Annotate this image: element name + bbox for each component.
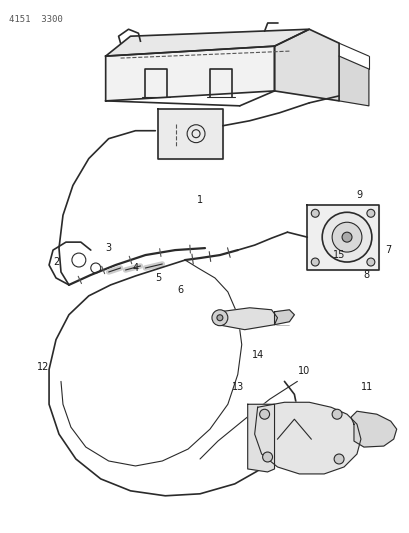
Text: 4151  3300: 4151 3300 (9, 15, 63, 25)
Circle shape (310, 209, 319, 217)
Polygon shape (254, 402, 360, 474)
Circle shape (211, 310, 227, 326)
Polygon shape (158, 109, 222, 158)
Circle shape (333, 454, 343, 464)
Polygon shape (338, 56, 368, 106)
Circle shape (366, 258, 374, 266)
Polygon shape (106, 46, 274, 101)
Text: 7: 7 (385, 245, 391, 255)
Text: 14: 14 (251, 350, 263, 360)
Text: 9: 9 (355, 190, 361, 200)
Polygon shape (350, 411, 396, 447)
Text: 3: 3 (106, 243, 111, 253)
Circle shape (216, 315, 222, 321)
Polygon shape (274, 310, 294, 325)
Polygon shape (307, 205, 378, 270)
Polygon shape (274, 29, 338, 101)
Text: 11: 11 (360, 382, 372, 392)
Circle shape (262, 452, 272, 462)
Text: 2: 2 (53, 257, 59, 267)
Text: 1: 1 (196, 196, 202, 205)
Polygon shape (214, 308, 277, 330)
Text: 12: 12 (37, 362, 49, 373)
Circle shape (259, 409, 269, 419)
Circle shape (331, 409, 341, 419)
Text: 4: 4 (132, 263, 138, 273)
Text: 6: 6 (177, 285, 183, 295)
Text: 15: 15 (332, 250, 344, 260)
Polygon shape (247, 404, 274, 472)
Text: 10: 10 (297, 367, 310, 376)
Circle shape (331, 222, 361, 252)
Circle shape (321, 212, 371, 262)
Circle shape (310, 258, 319, 266)
Circle shape (366, 209, 374, 217)
Text: 13: 13 (231, 382, 243, 392)
Circle shape (341, 232, 351, 242)
Polygon shape (106, 29, 308, 56)
Text: 8: 8 (363, 270, 369, 280)
Text: 5: 5 (155, 273, 161, 283)
